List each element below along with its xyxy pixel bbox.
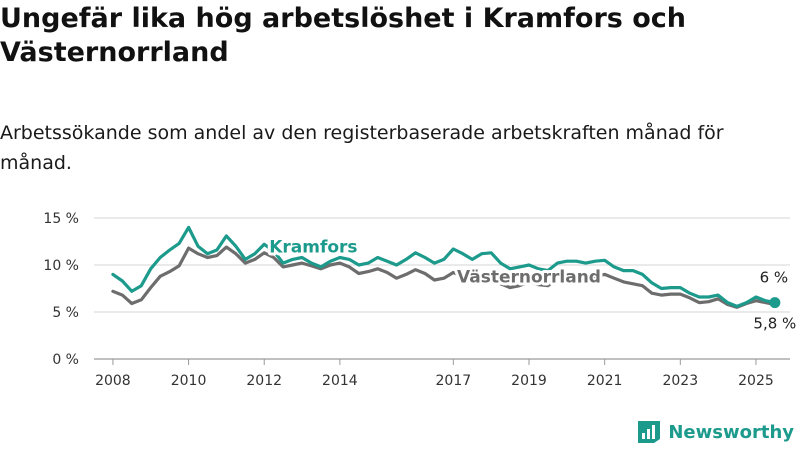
series-line-kramfors (111, 225, 777, 308)
series-name-label: Kramfors (269, 237, 357, 257)
end-point-marker (769, 297, 781, 309)
brand-name: Newsworthy (668, 421, 794, 443)
x-tick-label: 2025 (738, 373, 774, 389)
series-labels: Kramfors Västernorrland 6 % 5,8 % (266, 234, 796, 333)
x-tick-label: 2017 (436, 373, 472, 389)
x-tick-label: 2008 (95, 373, 131, 389)
chart-subtitle: Arbetssökande som andel av den registerb… (0, 122, 724, 174)
gridlines (94, 217, 790, 360)
y-tick-label: 15 % (43, 211, 79, 227)
x-axis-labels: 2008 2010 2012 2014 2017 2019 2021 2023 2025 (95, 373, 774, 389)
y-tick-label: 0 % (52, 352, 79, 368)
x-tick-label: 2021 (587, 373, 623, 389)
series-line-vasternorrland (111, 245, 777, 309)
series-lines (111, 225, 781, 309)
chart-title: Ungefär lika hög arbetslöshet i Kramfors… (0, 3, 687, 68)
newsworthy-logo: Newsworthy (636, 418, 794, 446)
x-tick-label: 2010 (171, 373, 207, 389)
x-tick-label: 2012 (246, 373, 282, 389)
y-axis-labels: 0 % 5 % 10 % 15 % (43, 211, 79, 368)
x-tick-label: 2019 (511, 373, 547, 389)
series-name-label: Västernorrland (457, 267, 601, 287)
y-tick-label: 10 % (43, 258, 79, 274)
end-value-label: 6 % (760, 269, 789, 287)
x-tick-label: 2023 (662, 373, 698, 389)
y-tick-label: 5 % (52, 305, 79, 321)
newsworthy-icon (638, 421, 661, 443)
end-value-label: 5,8 % (753, 315, 796, 333)
x-tick-label: 2014 (322, 373, 358, 389)
x-axis-ticks (112, 359, 757, 365)
